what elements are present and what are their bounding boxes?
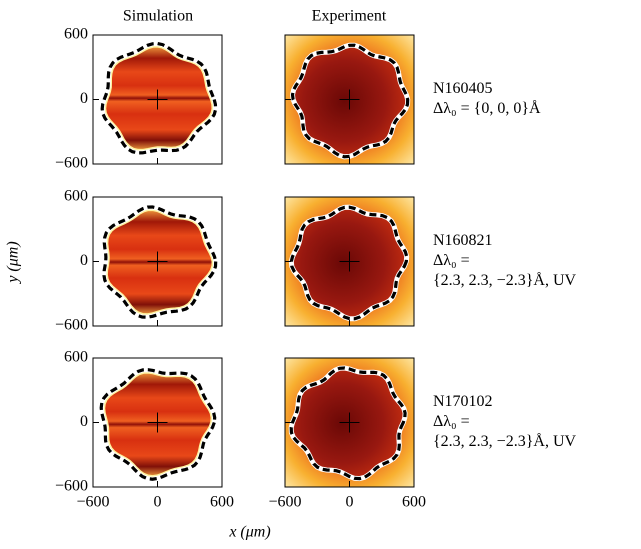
x-tick-label: 0 xyxy=(154,494,162,511)
detuning-label: {2.3, 2.3, −2.3}Å, UV xyxy=(433,432,576,450)
column-title: Simulation xyxy=(123,8,193,25)
x-tick-label: 600 xyxy=(210,494,234,511)
x-tick-label: 0 xyxy=(346,494,354,511)
x-tick-label: −600 xyxy=(268,494,301,511)
figure: Simulation Experiment x (μm) y (μm) −600… xyxy=(0,0,641,544)
y-tick-label: −600 xyxy=(55,155,88,172)
y-tick-label: −600 xyxy=(55,478,88,495)
detuning-label: Δλ₀ = {0, 0, 0}Å xyxy=(433,99,541,117)
column-title: Experiment xyxy=(312,8,387,25)
shot-label: N160821 xyxy=(433,232,493,249)
detuning-label: {2.3, 2.3, −2.3}Å, UV xyxy=(433,271,576,289)
y-axis-label: y (μm) xyxy=(5,241,22,284)
detuning-label: Δλ₀ = xyxy=(433,252,470,269)
y-tick-label: 0 xyxy=(80,90,88,107)
y-tick-label: −600 xyxy=(55,317,88,334)
y-tick-label: 0 xyxy=(80,252,88,269)
shot-label: N170102 xyxy=(433,393,493,410)
x-axis-label: x (μm) xyxy=(228,524,270,541)
x-tick-label: 600 xyxy=(402,494,426,511)
y-tick-label: 0 xyxy=(80,413,88,430)
detuning-label: Δλ₀ = xyxy=(433,413,470,430)
y-tick-label: 600 xyxy=(64,26,88,43)
shot-label: N160405 xyxy=(433,80,493,97)
y-tick-label: 600 xyxy=(64,349,88,366)
x-tick-label: −600 xyxy=(76,494,109,511)
y-tick-label: 600 xyxy=(64,188,88,205)
